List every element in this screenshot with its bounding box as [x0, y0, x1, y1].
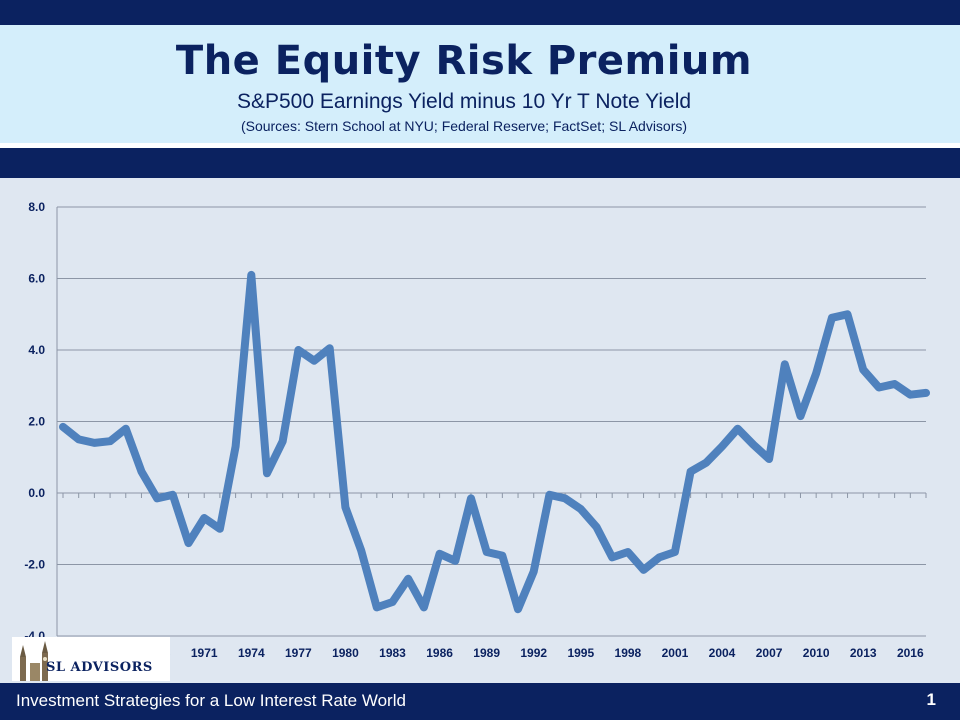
x-tick-label: 1992 [520, 646, 547, 660]
data-point [108, 439, 112, 443]
data-point [532, 570, 536, 574]
equity-risk-premium-chart: 8.06.04.02.00.0-2.0-4.0 1962196519681971… [24, 200, 930, 660]
x-tick-label: 1995 [567, 646, 594, 660]
data-point [469, 496, 473, 500]
data-point [830, 316, 834, 320]
y-tick-label: 2.0 [28, 415, 45, 429]
x-tick-label: 2016 [897, 646, 924, 660]
x-tick-labels: 1962196519681971197419771980198319861989… [50, 646, 924, 660]
top-banner [0, 0, 960, 25]
y-tick-label: 0.0 [28, 486, 45, 500]
y-tick-label: 6.0 [28, 272, 45, 286]
big-ben-icon [20, 641, 48, 681]
data-point [563, 496, 567, 500]
data-point [736, 427, 740, 431]
data-point [485, 550, 489, 554]
data-point [422, 605, 426, 609]
x-tick-label: 2007 [756, 646, 783, 660]
data-point [908, 393, 912, 397]
footer-bar [0, 683, 960, 720]
data-point [218, 527, 222, 531]
data-point [767, 457, 771, 461]
data-point [626, 550, 630, 554]
data-point [547, 493, 551, 497]
x-tick-label: 2001 [662, 646, 689, 660]
data-point [187, 541, 191, 545]
data-point [814, 371, 818, 375]
data-point [281, 439, 285, 443]
data-point [124, 427, 128, 431]
data-point [924, 391, 928, 395]
data-point [751, 443, 755, 447]
data-point [673, 550, 677, 554]
data-point [155, 496, 159, 500]
x-tick-label: 1974 [238, 646, 265, 660]
data-point [516, 607, 520, 611]
logo [12, 637, 170, 681]
x-tick-label: 2010 [803, 646, 830, 660]
slide-title: The Equity Risk Premium [175, 38, 753, 84]
header-band [0, 25, 960, 143]
data-point [343, 505, 347, 509]
data-point [438, 552, 442, 556]
y-tick-labels: 8.06.04.02.00.0-2.0-4.0 [24, 200, 45, 643]
data-point [249, 273, 253, 277]
divider-bar [0, 148, 960, 178]
data-point [406, 577, 410, 581]
x-tick-label: 1977 [285, 646, 312, 660]
y-tick-label: 8.0 [28, 200, 45, 214]
logo-text: SL ADVISORS [46, 660, 153, 675]
x-tick-label: 2004 [709, 646, 736, 660]
axes [56, 207, 927, 636]
data-point [720, 445, 724, 449]
data-point [375, 605, 379, 609]
data-point [296, 348, 300, 352]
data-point [61, 425, 65, 429]
data-point [202, 516, 206, 520]
x-tick-label: 1986 [426, 646, 453, 660]
data-point [783, 362, 787, 366]
data-point [877, 386, 881, 390]
gridlines [57, 206, 926, 637]
data-point [861, 368, 865, 372]
data-point [359, 548, 363, 552]
data-point [798, 414, 802, 418]
data-point [139, 470, 143, 474]
chart-background [0, 178, 960, 683]
data-point [594, 525, 598, 529]
data-point [265, 471, 269, 475]
data-point [704, 461, 708, 465]
data-point [610, 555, 614, 559]
slide-subtitle: S&P500 Earnings Yield minus 10 Yr T Note… [236, 90, 692, 113]
data-point [500, 554, 504, 558]
data-point [328, 346, 332, 350]
data-point [77, 437, 81, 441]
y-tick-label: 4.0 [28, 343, 45, 357]
data-point [642, 568, 646, 572]
data-point [312, 359, 316, 363]
x-tick-label: 2013 [850, 646, 877, 660]
data-point [171, 493, 175, 497]
series-line [59, 270, 930, 614]
page-number: 1 [926, 690, 936, 709]
series-layer [59, 270, 930, 614]
data-point [579, 507, 583, 511]
x-tick-label: 1989 [473, 646, 500, 660]
y-tick-label: -2.0 [24, 558, 45, 572]
data-point [657, 555, 661, 559]
x-tick-label: 1980 [332, 646, 359, 660]
x-tick-label: 1971 [191, 646, 218, 660]
x-tick-label: 1998 [615, 646, 642, 660]
sources-note: (Sources: Stern School at NYU; Federal R… [240, 118, 688, 134]
x-tick-label: 1983 [379, 646, 406, 660]
data-point [846, 312, 850, 316]
data-point [689, 470, 693, 474]
data-point [453, 559, 457, 563]
data-point [391, 600, 395, 604]
data-point [234, 445, 238, 449]
data-point [92, 441, 96, 445]
data-point [893, 382, 897, 386]
footer-text: Investment Strategies for a Low Interest… [16, 691, 406, 710]
